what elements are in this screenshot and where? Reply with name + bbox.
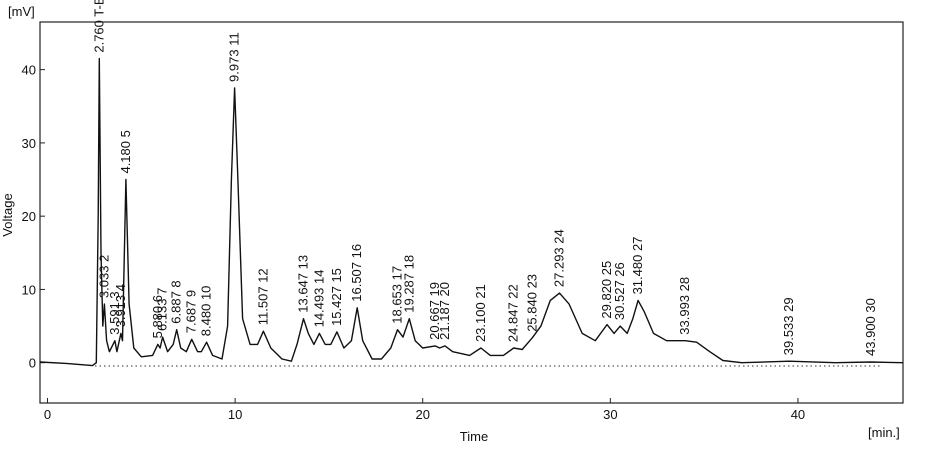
peak-label: 13.647 13	[296, 255, 311, 313]
peak-label: 20.667 19	[427, 282, 442, 340]
peak-label: 19.287 18	[401, 255, 416, 313]
x-unit: [min.]	[868, 425, 900, 440]
y-tick-label: 20	[22, 209, 36, 224]
peak-label: 3.033 2	[96, 255, 111, 298]
y-tick-label: 30	[22, 136, 36, 151]
peak-label: 16.507 16	[349, 244, 364, 302]
peak-label: 8.480 10	[199, 286, 214, 337]
x-tick-label: 20	[415, 407, 429, 422]
peak-label: 6.887 8	[169, 280, 184, 323]
peak-label: 27.293 24	[552, 229, 567, 287]
x-tick-label: 30	[603, 407, 617, 422]
plot-frame	[39, 21, 904, 404]
x-tick-label: 10	[228, 407, 242, 422]
peak-label: 15.427 15	[329, 268, 344, 326]
peak-label: 25.840 23	[524, 274, 539, 332]
peak-label: 23.100 21	[473, 284, 488, 342]
peak-label: 5.880 6	[150, 295, 165, 338]
peak-label: 9.973 11	[227, 32, 242, 82]
peak-label: 14.493 14	[311, 270, 326, 328]
peak-label: 29.820 25	[599, 261, 614, 319]
peak-label: 31.480 27	[630, 237, 645, 295]
peak-label: 2.760 T-BUTANOL 1	[91, 0, 106, 53]
y-tick-label: 0	[29, 356, 36, 371]
peak-label: 7.687 9	[184, 290, 199, 333]
y-tick-label: 40	[22, 63, 36, 78]
peak-label: 3.591 3	[107, 291, 122, 334]
peak-label: 43.900 30	[863, 298, 878, 356]
peak-label: 18.653 17	[389, 266, 404, 324]
y-axis-label: Voltage	[0, 193, 15, 236]
peak-label: 33.993 28	[677, 277, 692, 335]
peak-label: 30.527 26	[612, 262, 627, 320]
peak-label: 39.533 29	[781, 297, 796, 355]
x-tick-label: 40	[791, 407, 805, 422]
y-tick-label: 10	[22, 282, 36, 297]
peak-label: 11.507 12	[255, 268, 270, 325]
chromatogram-trace	[39, 57, 904, 367]
x-tick-label: 0	[44, 407, 51, 422]
peak-label: 3.913 4	[113, 284, 128, 327]
peak-label: 24.847 22	[506, 284, 521, 342]
peak-label: 4.180 5	[118, 130, 133, 173]
x-axis-label: Time	[460, 429, 488, 444]
y-unit: [mV]	[8, 4, 35, 19]
peak-label: 6.133 7	[155, 288, 170, 331]
peak-label: 21.187 20	[437, 282, 452, 340]
